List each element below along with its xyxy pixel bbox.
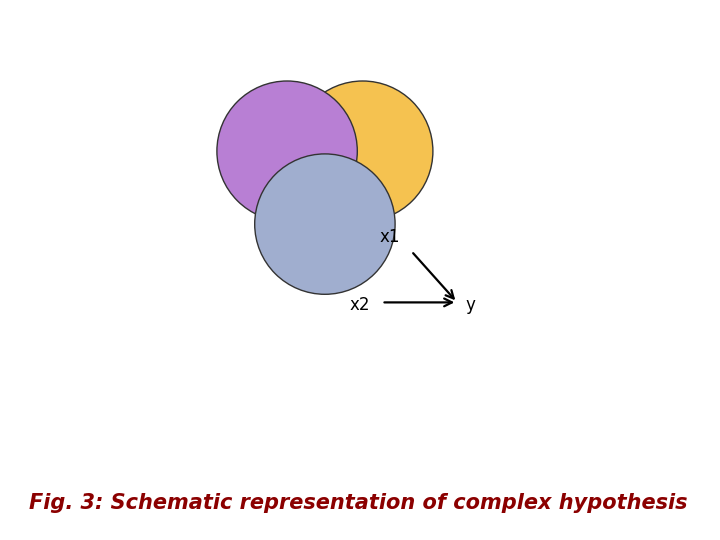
Circle shape: [255, 154, 395, 294]
Circle shape: [292, 81, 433, 221]
Circle shape: [217, 81, 357, 221]
Text: x1: x1: [380, 228, 400, 246]
Text: x2: x2: [349, 296, 370, 314]
Text: y: y: [465, 296, 475, 314]
Text: Fig. 3: Schematic representation of complex hypothesis: Fig. 3: Schematic representation of comp…: [29, 493, 688, 513]
